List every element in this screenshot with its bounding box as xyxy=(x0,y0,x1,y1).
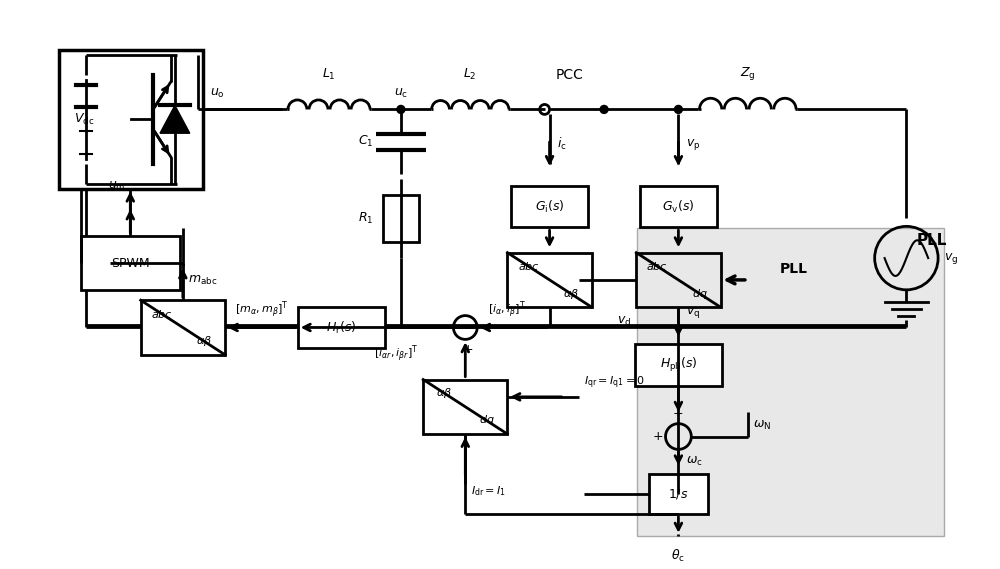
Text: SPWM: SPWM xyxy=(111,257,150,270)
Bar xyxy=(636,253,721,307)
Text: +: + xyxy=(653,430,664,443)
Text: $u_{\mathrm{o}}$: $u_{\mathrm{o}}$ xyxy=(210,86,225,100)
Bar xyxy=(81,236,180,290)
Polygon shape xyxy=(160,105,190,133)
Circle shape xyxy=(397,105,405,113)
Text: +: + xyxy=(673,407,684,420)
Text: $\alpha\beta$: $\alpha\beta$ xyxy=(563,287,579,300)
Text: $\theta_{\mathrm{c}}$: $\theta_{\mathrm{c}}$ xyxy=(671,547,685,564)
Text: $I_{\mathrm{dr}}=I_1$: $I_{\mathrm{dr}}=I_1$ xyxy=(471,484,506,498)
Text: $+$: $+$ xyxy=(462,343,473,356)
Text: $[i_{\alpha r},i_{\beta r}]^{\mathrm{T}}$: $[i_{\alpha r},i_{\beta r}]^{\mathrm{T}}… xyxy=(374,343,418,364)
Text: $-$: $-$ xyxy=(439,319,451,332)
Text: $\omega_{\mathrm{c}}$: $\omega_{\mathrm{c}}$ xyxy=(686,455,703,468)
Text: $V_{\mathrm{dc}}$: $V_{\mathrm{dc}}$ xyxy=(74,112,94,127)
Text: $abc$: $abc$ xyxy=(646,260,668,273)
Bar xyxy=(640,185,717,228)
Text: $[m_{\alpha},m_{\beta}]^{\mathrm{T}}$: $[m_{\alpha},m_{\beta}]^{\mathrm{T}}$ xyxy=(235,299,288,320)
Text: $Z_{\mathrm{g}}$: $Z_{\mathrm{g}}$ xyxy=(740,65,756,82)
Text: $C_1$: $C_1$ xyxy=(358,134,373,149)
Bar xyxy=(423,380,507,434)
Bar xyxy=(649,474,708,514)
Text: $I_{\mathrm{qr}}=I_{\mathrm{q1}}=0$: $I_{\mathrm{qr}}=I_{\mathrm{q1}}=0$ xyxy=(584,374,645,391)
Text: $i_{\mathrm{c}}$: $i_{\mathrm{c}}$ xyxy=(557,136,567,152)
Text: $H_{\mathrm{pll}}(s)$: $H_{\mathrm{pll}}(s)$ xyxy=(660,356,697,374)
Text: $u_{\mathrm{c}}$: $u_{\mathrm{c}}$ xyxy=(394,86,408,100)
Text: $v_{\mathrm{q}}$: $v_{\mathrm{q}}$ xyxy=(686,305,701,320)
Text: $abc$: $abc$ xyxy=(518,260,539,273)
Text: $\alpha\beta$: $\alpha\beta$ xyxy=(436,386,452,400)
Circle shape xyxy=(600,105,608,113)
Text: $\alpha\beta$: $\alpha\beta$ xyxy=(196,334,212,348)
Bar xyxy=(59,50,203,189)
Text: $v_{\mathrm{g}}$: $v_{\mathrm{g}}$ xyxy=(944,250,958,266)
Text: $m_{\mathrm{abc}}$: $m_{\mathrm{abc}}$ xyxy=(188,274,217,287)
Text: $[i_{\alpha},i_{\beta}]^{\mathrm{T}}$: $[i_{\alpha},i_{\beta}]^{\mathrm{T}}$ xyxy=(488,299,526,320)
Text: $v_{\mathrm{d}}$: $v_{\mathrm{d}}$ xyxy=(617,315,631,328)
Text: $L_2$: $L_2$ xyxy=(463,67,477,82)
Text: $dq$: $dq$ xyxy=(692,287,707,300)
Bar xyxy=(635,344,722,386)
Text: $1/s$: $1/s$ xyxy=(668,487,689,501)
Bar xyxy=(141,300,225,354)
Text: $v_{\mathrm{p}}$: $v_{\mathrm{p}}$ xyxy=(686,137,701,151)
Text: PLL: PLL xyxy=(780,262,808,276)
Circle shape xyxy=(674,105,682,113)
Text: $G_{\mathrm{i}}(s)$: $G_{\mathrm{i}}(s)$ xyxy=(535,199,564,215)
Bar xyxy=(383,195,419,242)
Text: PLL: PLL xyxy=(916,233,947,248)
Bar xyxy=(298,307,385,348)
Text: $H_{\mathrm{r}}(s)$: $H_{\mathrm{r}}(s)$ xyxy=(326,319,357,336)
Text: $abc$: $abc$ xyxy=(151,308,173,320)
Text: PCC: PCC xyxy=(555,68,583,82)
Text: $G_{\mathrm{v}}(s)$: $G_{\mathrm{v}}(s)$ xyxy=(662,199,695,215)
Bar xyxy=(511,185,588,228)
Text: $\omega_{\mathrm{N}}$: $\omega_{\mathrm{N}}$ xyxy=(753,418,771,431)
Text: $u_{\mathrm{m}}$: $u_{\mathrm{m}}$ xyxy=(108,180,125,193)
Text: $dq$: $dq$ xyxy=(479,414,494,427)
Text: $R_1$: $R_1$ xyxy=(358,211,373,226)
Text: $L_1$: $L_1$ xyxy=(322,67,335,82)
Bar xyxy=(637,228,944,535)
Bar xyxy=(507,253,592,307)
